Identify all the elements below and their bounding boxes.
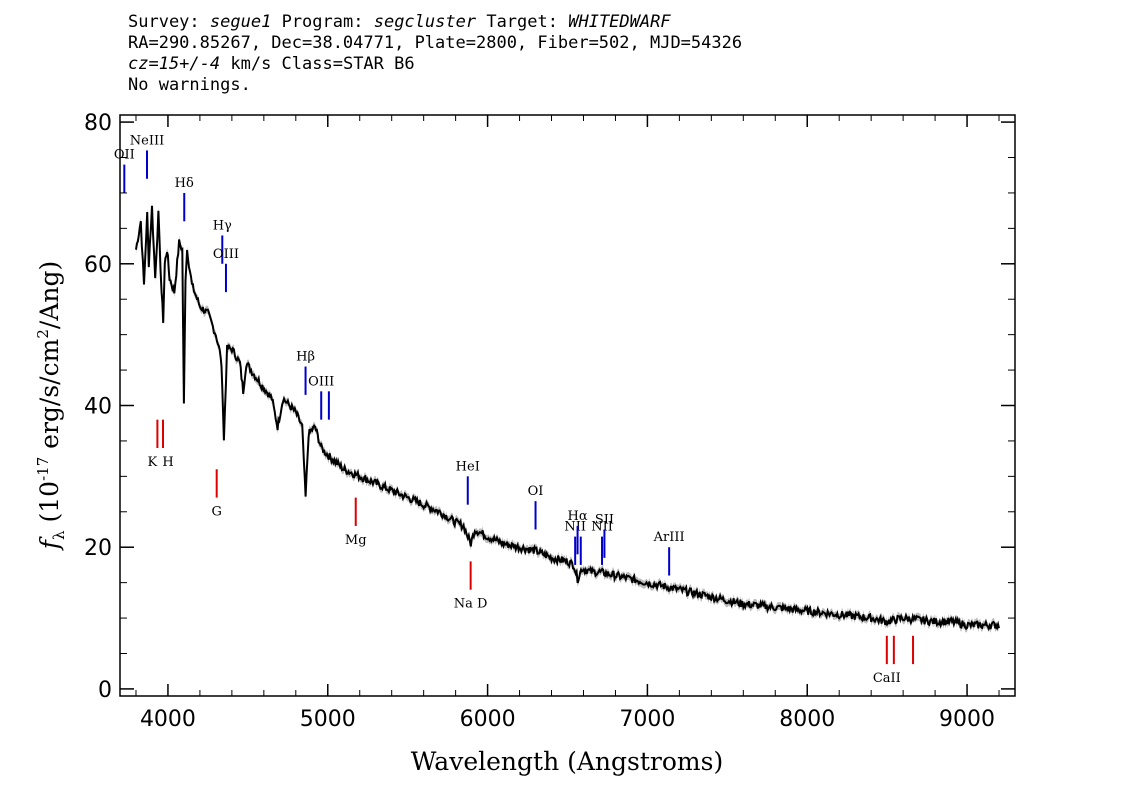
axis-ticks: 4000 5000 6000 7000 8000 9000 0 20 40 60 80	[84, 111, 1015, 732]
x-tick-label: 7000	[619, 707, 675, 732]
x-axis-label: Wavelength (Angstroms)	[411, 747, 723, 776]
x-tick-label: 5000	[300, 707, 356, 732]
x-tick-label: 9000	[939, 707, 995, 732]
x-tick-label: 4000	[140, 707, 196, 732]
header-line-1: Survey: segue1 Program: segcluster Targe…	[128, 12, 742, 33]
error-band-area	[136, 201, 999, 634]
absorption-line-label: Mg	[345, 533, 367, 548]
absorption-line-label: Na D	[454, 597, 488, 612]
survey-value: segue1	[209, 12, 272, 32]
target-label: Target:	[486, 12, 558, 32]
emission-line-label: NeIII	[130, 133, 164, 148]
emission-line-label: NII	[591, 520, 613, 535]
emission-line-label: SII	[595, 512, 614, 527]
program-value: segcluster	[373, 12, 477, 32]
y-axis-label: fλ (10-17 erg/s/cm2/Ang)	[34, 261, 68, 551]
emission-line-label: OIII	[308, 374, 334, 389]
y-tick-label: 0	[98, 678, 112, 703]
header-line-4: No warnings.	[128, 75, 251, 95]
absorption-line-label: K	[148, 455, 158, 470]
x-tick-label: 6000	[460, 707, 516, 732]
program-label: Program:	[281, 12, 364, 32]
emission-line-label: HeI	[456, 459, 480, 474]
emission-line-label: OI	[528, 484, 544, 499]
error-band	[136, 201, 999, 634]
emission-line-label: Hα	[568, 509, 588, 524]
survey-label: Survey:	[128, 12, 200, 32]
emission-line-label: OIII	[213, 247, 239, 262]
svg-text:fλ (10-17 erg/s/cm2/Ang): fλ (10-17 erg/s/cm2/Ang)	[34, 261, 68, 551]
spectrum-header: Survey: segue1 Program: segcluster Targe…	[128, 12, 742, 96]
cz-rest: km/s Class=STAR B6	[230, 54, 415, 74]
plot-frame	[119, 114, 1016, 697]
absorption-line-label: CaII	[873, 671, 901, 686]
emission-line-label: NII	[564, 520, 586, 535]
y-tick-label: 80	[84, 111, 112, 136]
emission-line-label: Hδ	[175, 176, 194, 191]
header-line-3: cz=15+/-4 km/s Class=STAR B6	[128, 54, 742, 75]
y-tick-label: 40	[84, 395, 112, 420]
x-tick-label: 8000	[779, 707, 835, 732]
emission-line-label: Hγ	[213, 218, 232, 233]
target-value: WHITEDWARF	[568, 12, 671, 32]
line-markers: OIINeIIIHδHγOIIIHβOIIIHeIOINIIHαNIISIIAr…	[114, 133, 915, 686]
absorption-line-label: H	[162, 455, 173, 470]
spectrum-series	[135, 205, 1000, 632]
spectrum-line	[135, 205, 1000, 632]
emission-line-label: OII	[114, 148, 135, 163]
cz-value: cz=15+/-4	[128, 54, 221, 74]
y-tick-label: 60	[84, 253, 112, 278]
y-tick-label: 20	[84, 536, 112, 561]
emission-line-label: ArIII	[653, 530, 685, 545]
emission-line-label: Hβ	[296, 350, 315, 365]
header-line-2: RA=290.85267, Dec=38.04771, Plate=2800, …	[128, 33, 743, 53]
absorption-line-label: G	[211, 505, 221, 520]
